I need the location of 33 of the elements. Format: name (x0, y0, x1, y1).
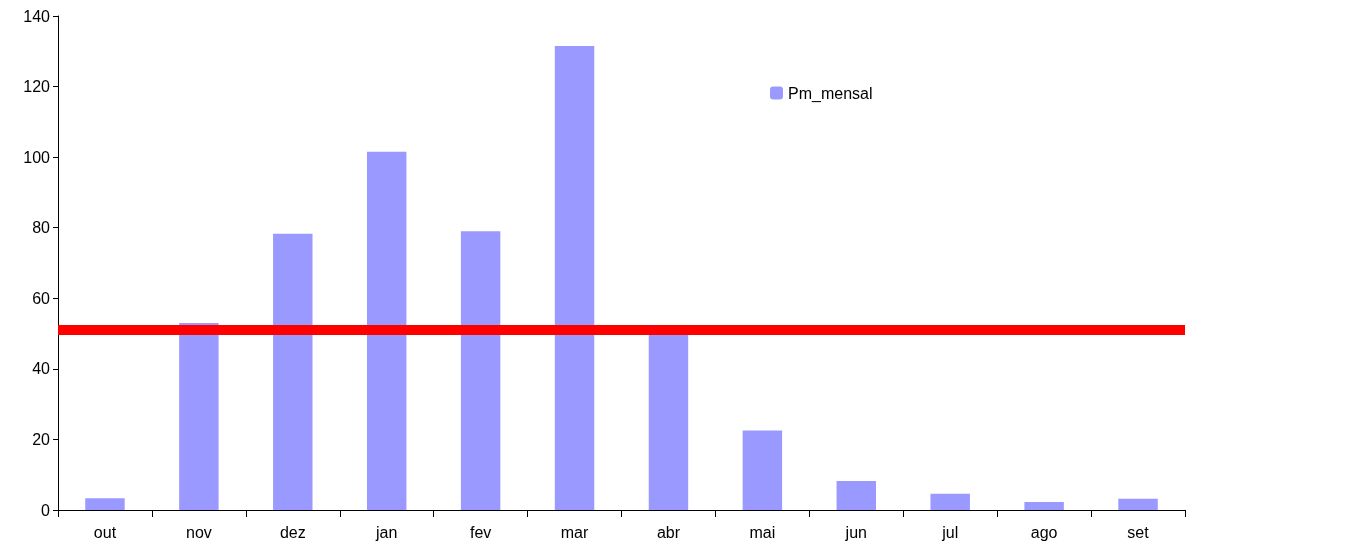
bar (554, 45, 595, 510)
x-tick-label: mai (749, 523, 776, 541)
x-tick-label: ago (1030, 523, 1058, 541)
bar (648, 333, 689, 510)
bar (836, 481, 877, 510)
y-tick-label: 140 (23, 7, 51, 25)
bar (930, 493, 970, 510)
bar (460, 231, 501, 510)
bar (1024, 501, 1064, 510)
x-tick-label: jun (844, 523, 867, 541)
bar (85, 498, 125, 510)
y-tick-label: 0 (41, 501, 51, 519)
x-tick-label: set (1127, 523, 1150, 541)
x-tick-label: out (93, 523, 117, 541)
y-tick-label: 100 (23, 148, 51, 166)
bar (366, 151, 407, 510)
x-tick-label: fev (469, 523, 492, 541)
x-tick-label: nov (185, 523, 212, 541)
y-tick-label: 60 (32, 289, 51, 307)
x-tick-label: abr (656, 523, 681, 541)
y-tick-label: 120 (23, 78, 51, 96)
x-tick-label: jan (375, 523, 398, 541)
x-tick-label: mar (560, 523, 589, 541)
bar (1118, 498, 1158, 510)
legend-label: Pm_mensal (788, 84, 873, 103)
bar (179, 322, 219, 510)
y-tick-label: 80 (32, 219, 51, 237)
bar (742, 430, 783, 510)
x-tick-label: dez (279, 523, 306, 541)
x-tick-label: jul (941, 523, 959, 541)
bar (273, 233, 313, 510)
y-tick-label: 40 (32, 360, 51, 378)
y-tick-label: 20 (32, 430, 51, 448)
